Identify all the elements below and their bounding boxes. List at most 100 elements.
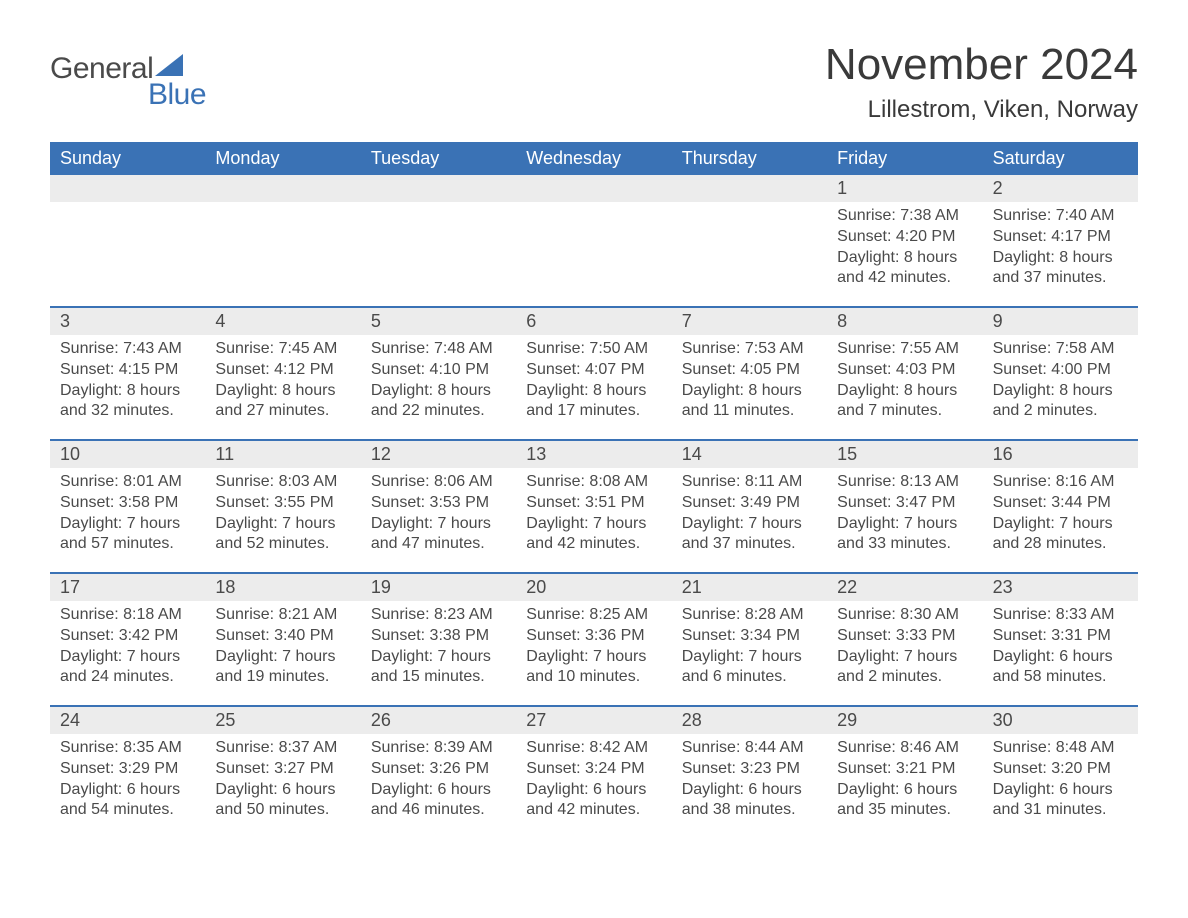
daylight-text: Daylight: 6 hours and 50 minutes. bbox=[215, 780, 350, 822]
sunset-text: Sunset: 3:51 PM bbox=[526, 493, 661, 514]
day-number: 10 bbox=[50, 441, 205, 468]
day-number: 16 bbox=[983, 441, 1138, 468]
sunrise-text: Sunrise: 8:11 AM bbox=[682, 472, 817, 493]
day-number: 22 bbox=[827, 574, 982, 601]
week-row: 17181920212223Sunrise: 8:18 AMSunset: 3:… bbox=[50, 572, 1138, 701]
logo-text-blue: Blue bbox=[148, 78, 206, 111]
day-body-row: Sunrise: 7:38 AMSunset: 4:20 PMDaylight:… bbox=[50, 202, 1138, 302]
sunrise-text: Sunrise: 8:25 AM bbox=[526, 605, 661, 626]
day-cell: Sunrise: 8:23 AMSunset: 3:38 PMDaylight:… bbox=[361, 601, 516, 701]
day-cell bbox=[205, 202, 360, 302]
daylight-text: Daylight: 6 hours and 31 minutes. bbox=[993, 780, 1128, 822]
sunrise-text: Sunrise: 8:06 AM bbox=[371, 472, 506, 493]
sunset-text: Sunset: 4:20 PM bbox=[837, 227, 972, 248]
day-number: 27 bbox=[516, 707, 671, 734]
day-cell: Sunrise: 8:16 AMSunset: 3:44 PMDaylight:… bbox=[983, 468, 1138, 568]
daylight-text: Daylight: 7 hours and 28 minutes. bbox=[993, 514, 1128, 556]
day-cell: Sunrise: 8:30 AMSunset: 3:33 PMDaylight:… bbox=[827, 601, 982, 701]
month-title: November 2024 bbox=[825, 40, 1138, 90]
day-cell: Sunrise: 7:43 AMSunset: 4:15 PMDaylight:… bbox=[50, 335, 205, 435]
sunrise-text: Sunrise: 8:18 AM bbox=[60, 605, 195, 626]
day-cell: Sunrise: 7:55 AMSunset: 4:03 PMDaylight:… bbox=[827, 335, 982, 435]
day-cell: Sunrise: 8:18 AMSunset: 3:42 PMDaylight:… bbox=[50, 601, 205, 701]
day-number bbox=[516, 175, 671, 202]
sunset-text: Sunset: 3:23 PM bbox=[682, 759, 817, 780]
weekday-header: Sunday bbox=[50, 142, 205, 175]
day-cell bbox=[50, 202, 205, 302]
sunrise-text: Sunrise: 8:33 AM bbox=[993, 605, 1128, 626]
sunset-text: Sunset: 4:07 PM bbox=[526, 360, 661, 381]
day-number: 19 bbox=[361, 574, 516, 601]
day-number: 26 bbox=[361, 707, 516, 734]
day-number: 17 bbox=[50, 574, 205, 601]
sunset-text: Sunset: 3:42 PM bbox=[60, 626, 195, 647]
daylight-text: Daylight: 7 hours and 57 minutes. bbox=[60, 514, 195, 556]
day-cell: Sunrise: 8:37 AMSunset: 3:27 PMDaylight:… bbox=[205, 734, 360, 834]
day-cell: Sunrise: 7:48 AMSunset: 4:10 PMDaylight:… bbox=[361, 335, 516, 435]
day-cell: Sunrise: 8:21 AMSunset: 3:40 PMDaylight:… bbox=[205, 601, 360, 701]
day-body-row: Sunrise: 7:43 AMSunset: 4:15 PMDaylight:… bbox=[50, 335, 1138, 435]
logo-sail-icon bbox=[155, 54, 183, 81]
day-number-row: 10111213141516 bbox=[50, 439, 1138, 468]
day-cell: Sunrise: 8:01 AMSunset: 3:58 PMDaylight:… bbox=[50, 468, 205, 568]
day-cell: Sunrise: 8:46 AMSunset: 3:21 PMDaylight:… bbox=[827, 734, 982, 834]
day-number: 5 bbox=[361, 308, 516, 335]
day-cell: Sunrise: 8:06 AMSunset: 3:53 PMDaylight:… bbox=[361, 468, 516, 568]
week-row: 24252627282930Sunrise: 8:35 AMSunset: 3:… bbox=[50, 705, 1138, 834]
day-cell: Sunrise: 8:08 AMSunset: 3:51 PMDaylight:… bbox=[516, 468, 671, 568]
weekday-header: Monday bbox=[205, 142, 360, 175]
sunrise-text: Sunrise: 7:45 AM bbox=[215, 339, 350, 360]
sunrise-text: Sunrise: 8:46 AM bbox=[837, 738, 972, 759]
day-number bbox=[361, 175, 516, 202]
sunset-text: Sunset: 4:15 PM bbox=[60, 360, 195, 381]
daylight-text: Daylight: 6 hours and 38 minutes. bbox=[682, 780, 817, 822]
sunrise-text: Sunrise: 8:13 AM bbox=[837, 472, 972, 493]
sunset-text: Sunset: 3:24 PM bbox=[526, 759, 661, 780]
weekday-header: Thursday bbox=[672, 142, 827, 175]
daylight-text: Daylight: 8 hours and 2 minutes. bbox=[993, 381, 1128, 423]
sunrise-text: Sunrise: 8:42 AM bbox=[526, 738, 661, 759]
day-cell: Sunrise: 8:48 AMSunset: 3:20 PMDaylight:… bbox=[983, 734, 1138, 834]
day-cell: Sunrise: 7:38 AMSunset: 4:20 PMDaylight:… bbox=[827, 202, 982, 302]
day-cell: Sunrise: 8:03 AMSunset: 3:55 PMDaylight:… bbox=[205, 468, 360, 568]
sunset-text: Sunset: 3:29 PM bbox=[60, 759, 195, 780]
sunset-text: Sunset: 3:26 PM bbox=[371, 759, 506, 780]
week-row: 3456789Sunrise: 7:43 AMSunset: 4:15 PMDa… bbox=[50, 306, 1138, 435]
daylight-text: Daylight: 8 hours and 32 minutes. bbox=[60, 381, 195, 423]
sunset-text: Sunset: 3:47 PM bbox=[837, 493, 972, 514]
daylight-text: Daylight: 6 hours and 46 minutes. bbox=[371, 780, 506, 822]
sunset-text: Sunset: 4:17 PM bbox=[993, 227, 1128, 248]
sunrise-text: Sunrise: 8:44 AM bbox=[682, 738, 817, 759]
day-number: 1 bbox=[827, 175, 982, 202]
day-cell: Sunrise: 8:42 AMSunset: 3:24 PMDaylight:… bbox=[516, 734, 671, 834]
day-number: 3 bbox=[50, 308, 205, 335]
day-cell bbox=[361, 202, 516, 302]
day-number: 6 bbox=[516, 308, 671, 335]
day-cell: Sunrise: 8:44 AMSunset: 3:23 PMDaylight:… bbox=[672, 734, 827, 834]
day-number: 18 bbox=[205, 574, 360, 601]
day-number: 23 bbox=[983, 574, 1138, 601]
sunset-text: Sunset: 3:27 PM bbox=[215, 759, 350, 780]
sunset-text: Sunset: 3:38 PM bbox=[371, 626, 506, 647]
day-number: 11 bbox=[205, 441, 360, 468]
day-number: 7 bbox=[672, 308, 827, 335]
sunset-text: Sunset: 3:21 PM bbox=[837, 759, 972, 780]
week-row: 12Sunrise: 7:38 AMSunset: 4:20 PMDayligh… bbox=[50, 175, 1138, 302]
daylight-text: Daylight: 8 hours and 22 minutes. bbox=[371, 381, 506, 423]
day-number-row: 24252627282930 bbox=[50, 705, 1138, 734]
day-body-row: Sunrise: 8:35 AMSunset: 3:29 PMDaylight:… bbox=[50, 734, 1138, 834]
daylight-text: Daylight: 7 hours and 52 minutes. bbox=[215, 514, 350, 556]
day-number: 20 bbox=[516, 574, 671, 601]
day-number: 29 bbox=[827, 707, 982, 734]
sunset-text: Sunset: 4:05 PM bbox=[682, 360, 817, 381]
day-cell: Sunrise: 8:25 AMSunset: 3:36 PMDaylight:… bbox=[516, 601, 671, 701]
sunrise-text: Sunrise: 8:23 AM bbox=[371, 605, 506, 626]
day-number bbox=[205, 175, 360, 202]
sunrise-text: Sunrise: 8:16 AM bbox=[993, 472, 1128, 493]
sunset-text: Sunset: 3:20 PM bbox=[993, 759, 1128, 780]
sunset-text: Sunset: 3:31 PM bbox=[993, 626, 1128, 647]
location: Lillestrom, Viken, Norway bbox=[825, 96, 1138, 124]
daylight-text: Daylight: 7 hours and 24 minutes. bbox=[60, 647, 195, 689]
day-number: 21 bbox=[672, 574, 827, 601]
sunrise-text: Sunrise: 7:43 AM bbox=[60, 339, 195, 360]
